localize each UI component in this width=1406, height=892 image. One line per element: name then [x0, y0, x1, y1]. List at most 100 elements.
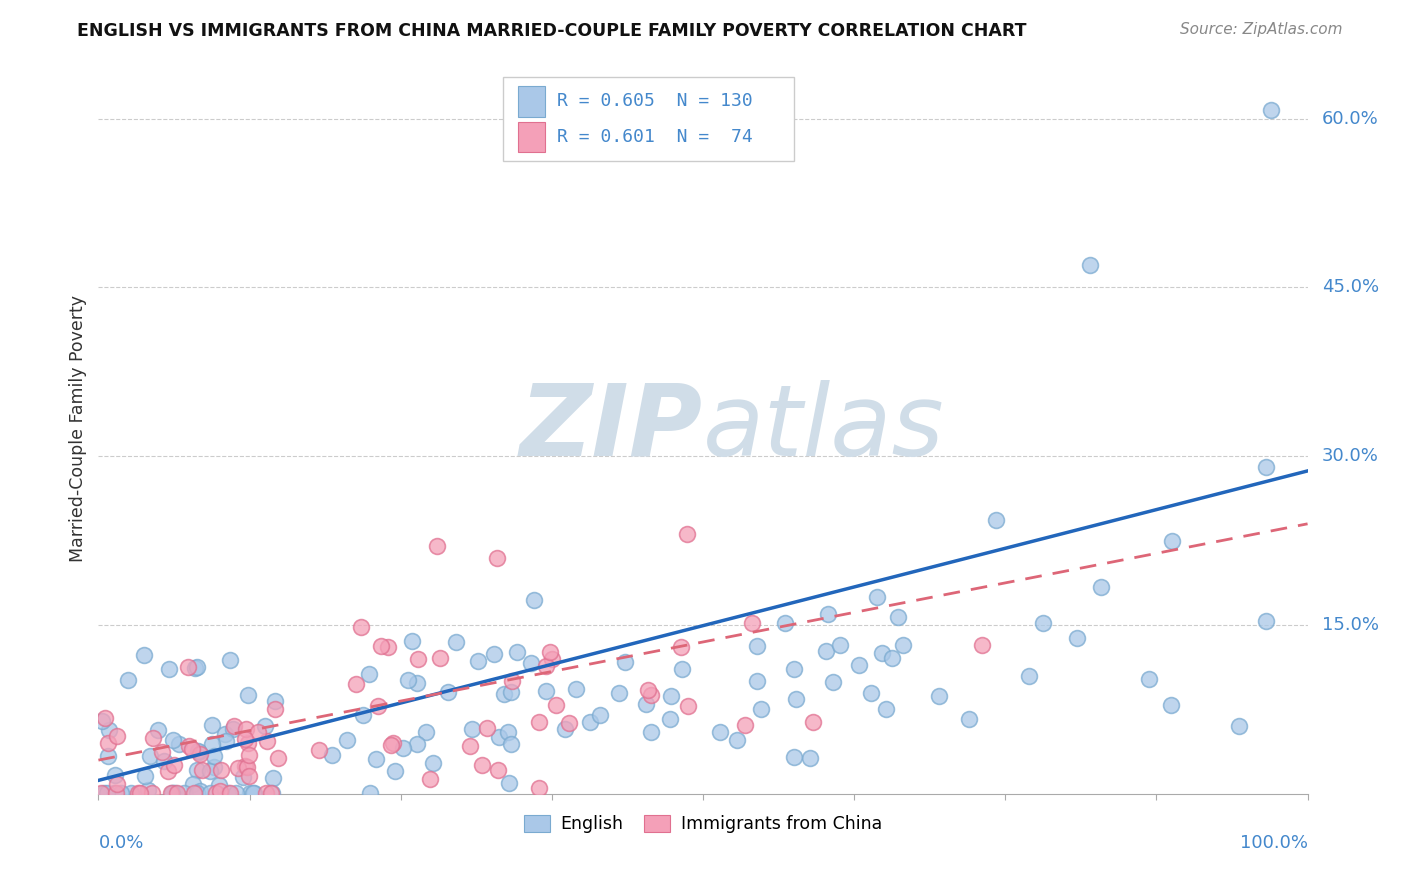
Point: [186, 659, 208, 673]
Point: [238, 747, 260, 762]
Point: [519, 656, 541, 670]
Point: [391, 741, 413, 756]
Point: [734, 717, 756, 731]
Point: [536, 659, 558, 673]
Text: 100.0%: 100.0%: [1240, 834, 1308, 852]
Point: [190, 763, 212, 777]
Text: atlas: atlas: [703, 380, 945, 476]
Point: [359, 786, 381, 800]
Point: [671, 662, 693, 676]
Point: [821, 675, 844, 690]
Point: [783, 662, 806, 676]
Point: [501, 674, 523, 689]
Point: [406, 651, 429, 665]
Point: [370, 639, 392, 653]
Text: 15.0%: 15.0%: [1322, 616, 1379, 634]
Point: [96, 786, 118, 800]
Point: [352, 707, 374, 722]
Point: [741, 616, 763, 631]
Point: [217, 786, 239, 800]
Point: [198, 764, 221, 779]
Point: [180, 741, 202, 756]
Text: 60.0%: 60.0%: [1322, 110, 1379, 128]
Point: [799, 750, 821, 764]
Point: [814, 644, 837, 658]
Point: [426, 539, 449, 553]
Point: [406, 676, 429, 690]
Point: [494, 687, 516, 701]
Point: [928, 689, 950, 703]
Point: [405, 737, 427, 751]
Text: Source: ZipAtlas.com: Source: ZipAtlas.com: [1180, 22, 1343, 37]
Text: ZIP: ZIP: [520, 380, 703, 476]
Point: [498, 776, 520, 790]
Point: [381, 736, 404, 750]
Point: [97, 736, 120, 750]
Point: [886, 609, 908, 624]
Point: [461, 723, 484, 737]
FancyBboxPatch shape: [503, 77, 793, 161]
Text: 30.0%: 30.0%: [1322, 447, 1379, 466]
Point: [93, 786, 115, 800]
Point: [1078, 258, 1101, 272]
Point: [486, 550, 509, 565]
Point: [134, 648, 156, 663]
Point: [186, 763, 208, 777]
Point: [176, 660, 198, 674]
Point: [1254, 459, 1277, 474]
Point: [221, 723, 243, 737]
Point: [1260, 103, 1282, 117]
Point: [134, 769, 156, 783]
Point: [233, 732, 256, 747]
Point: [259, 786, 281, 800]
Point: [242, 786, 264, 800]
Point: [215, 733, 238, 747]
Text: R = 0.605  N = 130: R = 0.605 N = 130: [557, 92, 752, 111]
Point: [882, 650, 904, 665]
Point: [554, 722, 576, 736]
Point: [344, 676, 367, 690]
Point: [262, 772, 284, 786]
Point: [640, 724, 662, 739]
Point: [349, 620, 371, 634]
Point: [785, 691, 807, 706]
Point: [557, 715, 579, 730]
Point: [640, 688, 662, 702]
Point: [659, 713, 682, 727]
Point: [578, 714, 600, 729]
Point: [972, 638, 994, 652]
Point: [499, 737, 522, 751]
Point: [659, 689, 682, 703]
Point: [208, 784, 231, 798]
Point: [256, 733, 278, 747]
Point: [200, 786, 222, 800]
Point: [607, 686, 630, 700]
Point: [745, 639, 768, 653]
Point: [527, 715, 550, 730]
Point: [238, 736, 260, 750]
Point: [613, 655, 636, 669]
Point: [233, 758, 256, 772]
Point: [97, 723, 120, 738]
Point: [1256, 615, 1278, 629]
Legend: English, Immigrants from China: English, Immigrants from China: [517, 808, 889, 840]
Point: [419, 772, 441, 787]
Point: [866, 590, 889, 604]
Point: [1066, 631, 1088, 645]
Point: [751, 702, 773, 716]
Point: [1018, 668, 1040, 682]
Point: [162, 786, 184, 800]
Point: [828, 638, 851, 652]
Point: [260, 786, 283, 800]
Point: [506, 645, 529, 659]
Point: [167, 738, 190, 752]
Point: [801, 714, 824, 729]
FancyBboxPatch shape: [517, 121, 544, 153]
Point: [225, 786, 247, 800]
Point: [254, 719, 277, 733]
Point: [201, 718, 224, 732]
Point: [209, 763, 232, 777]
Point: [637, 683, 659, 698]
Point: [247, 724, 270, 739]
Point: [675, 527, 697, 541]
